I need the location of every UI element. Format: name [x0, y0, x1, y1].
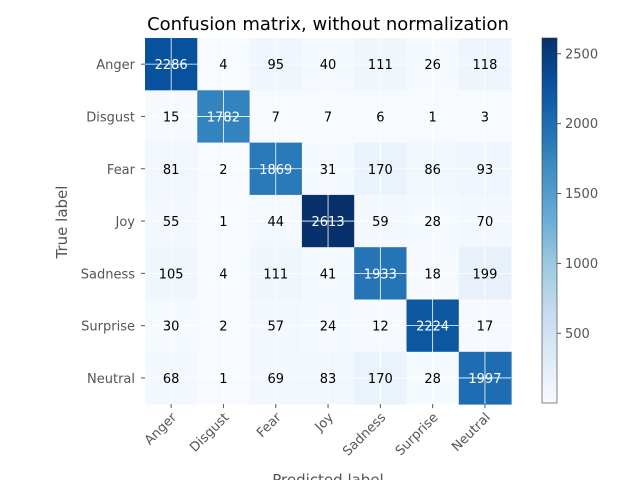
cell-value-label: 2286 — [155, 58, 188, 73]
cell-value-label: 111 — [368, 58, 393, 73]
cell-value-label: 170 — [368, 372, 393, 387]
cell-value-label: 15 — [163, 110, 180, 125]
cell-value-label: 57 — [267, 320, 284, 335]
cell-value-label: 59 — [372, 215, 389, 230]
x-tick-label: Neutral — [449, 410, 494, 455]
cell-value-label: 18 — [424, 267, 441, 282]
cell-value-label: 86 — [424, 163, 441, 178]
cell-value-label: 44 — [267, 215, 284, 230]
colorbar: 500 1000 1500 2000 2500 — [541, 37, 598, 404]
cell-value-label: 70 — [477, 215, 494, 230]
colorbar-gradient — [541, 37, 558, 404]
cell-value-label: 7 — [272, 110, 280, 125]
colorbar-tick-label: 2500 — [565, 47, 598, 62]
cell-value-label: 4 — [219, 267, 227, 282]
x-tick-label: Disgust — [187, 410, 232, 455]
x-tick-labels: Anger Disgust Fear Joy Sadness Surprise Neutra… — [142, 404, 494, 459]
cell-value-label: 55 — [163, 215, 180, 230]
x-tick-label: Joy — [312, 410, 337, 435]
cell-value-label: 1869 — [259, 163, 292, 178]
y-tick-label: Neutral — [87, 372, 135, 387]
cell-value-label: 105 — [159, 267, 184, 282]
y-tick-label: Joy — [115, 215, 136, 230]
cell-value-label: 2 — [219, 320, 227, 335]
cell-value-label: 31 — [320, 163, 337, 178]
y-axis-label: True label — [53, 186, 71, 260]
grid-lines — [145, 38, 512, 405]
cell-value-label: 1782 — [207, 110, 240, 125]
cell-value-label: 81 — [163, 163, 180, 178]
chart-title: Confusion matrix, without normalization — [147, 14, 509, 35]
colorbar-tick-label: 500 — [565, 327, 590, 342]
cell-value-label: 111 — [263, 267, 288, 282]
cell-value-label: 118 — [473, 58, 498, 73]
colorbar-tick-label: 2000 — [565, 117, 598, 132]
cell-value-label: 6 — [376, 110, 384, 125]
cell-value-label: 83 — [320, 372, 337, 387]
cell-value-label: 1 — [219, 215, 227, 230]
cell-value-label: 28 — [424, 372, 441, 387]
cell-value-label: 170 — [368, 163, 393, 178]
cell-value-label: 95 — [267, 58, 284, 73]
y-tick-label: Fear — [107, 163, 136, 178]
cell-value-label: 7 — [324, 110, 332, 125]
cell-value-label: 2613 — [312, 215, 345, 230]
cell-value-label: 4 — [219, 58, 227, 73]
cell-value-label: 40 — [320, 58, 337, 73]
x-tick-label: Sadness — [340, 410, 389, 459]
cell-value-label: 1997 — [468, 372, 501, 387]
cell-value-label: 26 — [424, 58, 441, 73]
cell-value-label: 68 — [163, 372, 180, 387]
cell-value-label: 30 — [163, 320, 180, 335]
cell-value-label: 1 — [429, 110, 437, 125]
cell-value-label: 12 — [372, 320, 389, 335]
cell-value-label: 69 — [267, 372, 284, 387]
x-tick-label: Surprise — [393, 410, 442, 459]
x-tick-label: Anger — [142, 410, 180, 448]
x-axis-label: Predicted label — [272, 471, 383, 480]
y-tick-label: Surprise — [81, 320, 135, 335]
cell-value-label: 41 — [320, 267, 337, 282]
y-tick-label: Anger — [96, 58, 135, 73]
y-tick-labels: Anger Disgust Fear Joy Sadness Surprise Neutra… — [81, 58, 145, 387]
cell-value-label: 3 — [481, 110, 489, 125]
cell-value-label: 17 — [477, 320, 494, 335]
cell-value-label: 199 — [473, 267, 498, 282]
cell-value-label: 1933 — [364, 267, 397, 282]
cell-value-label: 2 — [219, 163, 227, 178]
colorbar-tick-labels: 500 1000 1500 2000 2500 — [557, 47, 598, 342]
x-tick-label: Fear — [254, 410, 285, 441]
cell-value-label: 93 — [477, 163, 494, 178]
colorbar-tick-label: 1500 — [565, 187, 598, 202]
cell-value-label: 24 — [320, 320, 337, 335]
cell-value-label: 2224 — [416, 320, 449, 335]
y-tick-label: Disgust — [86, 110, 135, 125]
colorbar-tick-label: 1000 — [565, 257, 598, 272]
y-tick-label: Sadness — [81, 267, 135, 282]
cell-value-label: 28 — [424, 215, 441, 230]
cell-value-label: 1 — [219, 372, 227, 387]
